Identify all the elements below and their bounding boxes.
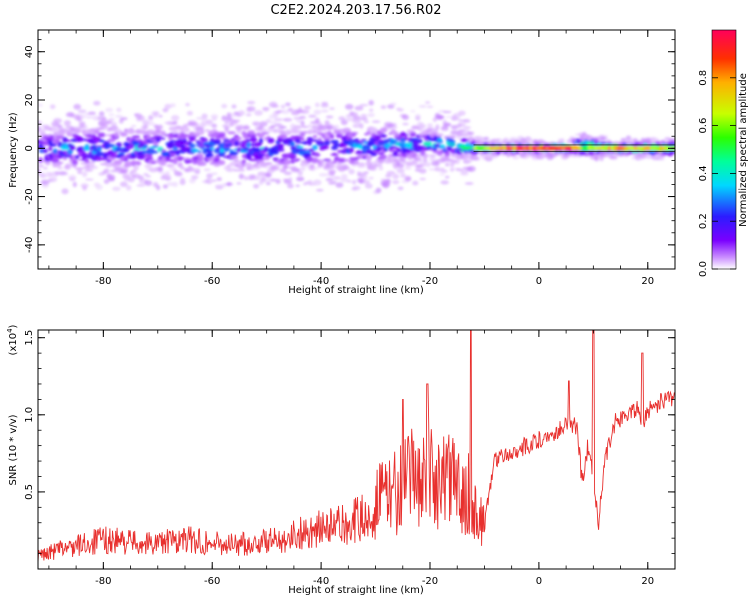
- colorbar-tick-label: 0.6: [698, 118, 709, 134]
- colorbar-tick-label: 0.4: [698, 165, 709, 181]
- spectrogram-axes: -80 -60 -40 -20 0 20 40 20 0 -20 -40: [24, 30, 675, 287]
- x-tick-label: 20: [641, 276, 654, 287]
- colorbar-tick-label: 0.0: [698, 261, 709, 277]
- snr-x-label: Height of straight line (km): [288, 585, 424, 596]
- spectrogram-panel: -80 -60 -40 -20 0 20 40 20 0 -20 -40 Height of str…: [8, 29, 676, 296]
- spectrogram-y-label: Frequency (Hz): [8, 112, 19, 188]
- x-tick-label: 0: [536, 276, 542, 287]
- x-tick-label: -40: [313, 276, 329, 287]
- colorbar-tick-label: 0.8: [698, 70, 709, 86]
- colorbar-gradient: [711, 29, 737, 270]
- x-tick-label: -60: [204, 576, 220, 587]
- x-tick-label: -80: [95, 276, 111, 287]
- y-tick-label: -40: [24, 237, 35, 253]
- x-tick-label: -20: [422, 576, 438, 587]
- figure-title: C2E2.2024.203.17.56.R02: [270, 3, 441, 18]
- spectrogram-x-label: Height of straight line (km): [288, 285, 424, 296]
- snr-frame: [37, 329, 676, 570]
- x-tick-label: 20: [641, 576, 654, 587]
- x-tick-label: -40: [313, 576, 329, 587]
- x-tick-label: -80: [95, 576, 111, 587]
- y-tick-label: 0: [24, 145, 35, 151]
- x-tick-label: -20: [422, 276, 438, 287]
- x-tick-label: -60: [204, 276, 220, 287]
- spectrogram-frame: [37, 29, 676, 270]
- colorbar: 0.0 0.2 0.4 0.6 0.8 Normalized spectral ampl…: [698, 29, 749, 277]
- snr-series-line: [38, 330, 675, 563]
- y-tick-label: -20: [24, 188, 35, 204]
- snr-axes: -80 -60 -40 -20 0 20 0.5 1.0 1.5: [24, 330, 675, 587]
- snr-plot-area: [38, 330, 675, 569]
- y-tick-label: 0.5: [24, 484, 35, 500]
- spectrogram-heatmap: [38, 100, 675, 195]
- colorbar-label: Normalized spectral amplitude: [738, 73, 749, 227]
- y-tick-label: 1.0: [24, 407, 35, 423]
- y-tick-label: 20: [24, 94, 35, 107]
- y-tick-label: 40: [24, 45, 35, 58]
- colorbar-ticks: 0.0 0.2 0.4 0.6 0.8: [698, 70, 736, 277]
- x-tick-label: 0: [536, 576, 542, 587]
- y-tick-label: 1.5: [24, 330, 35, 346]
- snr-y-label: SNR (10 * v/v): [8, 414, 19, 485]
- colorbar-tick-label: 0.2: [698, 213, 709, 229]
- snr-panel: -80 -60 -40 -20 0 20 0.5 1.0 1.5 Height of strai…: [6, 324, 676, 596]
- snr-y-scale-label: (x104): [6, 324, 19, 355]
